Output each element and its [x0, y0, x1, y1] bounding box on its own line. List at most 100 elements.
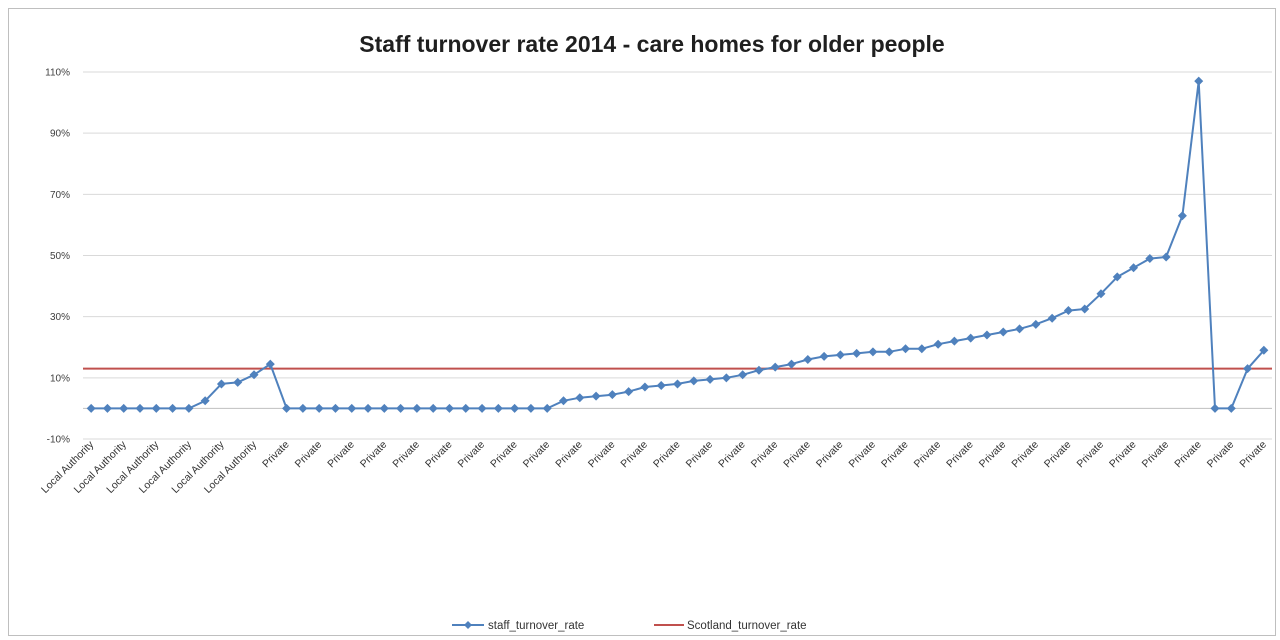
- chart-title: Staff turnover rate 2014 - care homes fo…: [359, 31, 944, 57]
- data-point: [787, 359, 797, 369]
- data-point: [803, 354, 813, 364]
- data-point: [282, 403, 292, 413]
- data-point: [444, 403, 454, 413]
- data-point: [998, 327, 1008, 337]
- data-point: [265, 359, 275, 369]
- data-point: [412, 403, 422, 413]
- data-point: [1129, 263, 1139, 273]
- data-point: [168, 403, 178, 413]
- data-point: [689, 376, 699, 386]
- data-point: [966, 333, 976, 343]
- x-tick-label: Private: [1237, 439, 1269, 471]
- x-tick-label: Private: [814, 439, 846, 471]
- x-tick-label: Private: [488, 439, 520, 471]
- data-point: [314, 403, 324, 413]
- data-point: [135, 403, 145, 413]
- y-tick-label: 10%: [50, 373, 70, 384]
- data-point: [1177, 211, 1187, 221]
- data-point: [102, 403, 112, 413]
- x-tick-label: Private: [293, 439, 325, 471]
- data-point: [933, 339, 943, 349]
- x-tick-label: Private: [1075, 439, 1107, 471]
- data-point: [1243, 364, 1253, 374]
- data-point: [86, 403, 96, 413]
- x-tick-label: Private: [1205, 439, 1237, 471]
- data-point: [721, 373, 731, 383]
- series-line-staff-turnover-rate: [91, 80, 1265, 410]
- data-point: [901, 344, 911, 354]
- y-tick-label: -10%: [47, 435, 70, 446]
- data-point: [1161, 252, 1171, 262]
- data-point: [558, 396, 568, 406]
- data-point: [249, 370, 259, 380]
- x-tick-label: Private: [423, 439, 455, 471]
- chart-frame: [8, 8, 1276, 636]
- legend-label: Scotland_turnover_rate: [687, 620, 807, 632]
- data-point: [607, 390, 617, 400]
- x-tick-label: Private: [781, 439, 813, 471]
- data-point: [868, 347, 878, 357]
- data-point: [575, 393, 585, 403]
- x-tick-label: Private: [1107, 439, 1139, 471]
- data-point: [770, 362, 780, 372]
- x-tick-label: Private: [684, 439, 716, 471]
- data-point: [477, 403, 487, 413]
- y-tick-label: 50%: [50, 251, 70, 262]
- data-point: [1259, 345, 1269, 355]
- x-tick-label: Private: [325, 439, 357, 471]
- x-tick-label: Private: [749, 439, 781, 471]
- x-tick-label: Private: [651, 439, 683, 471]
- legend: staff_turnover_rate Scotland_turnover_rat…: [452, 620, 807, 632]
- x-tick-label: Private: [716, 439, 748, 471]
- data-point: [705, 374, 715, 384]
- data-point: [119, 403, 129, 413]
- x-tick-label: Private: [390, 439, 422, 471]
- data-point: [673, 379, 682, 389]
- data-point: [656, 380, 666, 390]
- x-tick-label: Private: [846, 439, 878, 471]
- data-point: [917, 344, 927, 354]
- data-point: [298, 403, 308, 413]
- y-tick-label: 90%: [50, 129, 70, 140]
- y-tick-label: 110%: [45, 68, 70, 79]
- data-point: [542, 403, 552, 413]
- data-point: [363, 403, 373, 413]
- x-tick-label: Private: [1140, 439, 1172, 471]
- x-tick-label: Private: [553, 439, 585, 471]
- data-point: [1015, 324, 1025, 334]
- x-tick-label: Private: [1009, 439, 1041, 471]
- data-point: [754, 365, 764, 375]
- x-tick-label: Private: [260, 439, 292, 471]
- data-point: [982, 330, 992, 340]
- data-point: [1194, 76, 1204, 86]
- data-point: [624, 387, 634, 397]
- data-point: [1145, 254, 1155, 264]
- data-point: [347, 403, 357, 413]
- x-tick-label: Private: [1042, 439, 1074, 471]
- data-point: [510, 403, 520, 413]
- x-tick-label: Private: [1172, 439, 1204, 471]
- data-point: [184, 403, 194, 413]
- x-tick-label: Private: [977, 439, 1009, 471]
- data-point: [330, 403, 340, 413]
- y-tick-label: 30%: [50, 312, 70, 323]
- data-point: [1210, 403, 1220, 413]
- data-point: [233, 377, 243, 387]
- data-point: [591, 391, 601, 401]
- data-point: [1031, 319, 1041, 329]
- data-point: [461, 403, 471, 413]
- x-tick-label: Private: [618, 439, 650, 471]
- data-point: [819, 351, 829, 361]
- x-tick-label: Private: [586, 439, 618, 471]
- x-tick-label: Private: [912, 439, 944, 471]
- legend-marker: [464, 621, 472, 629]
- x-tick-label: Private: [521, 439, 553, 471]
- legend-label: staff_turnover_rate: [488, 620, 584, 632]
- data-point: [640, 382, 650, 392]
- data-point: [884, 347, 894, 357]
- y-tick-label: 70%: [50, 190, 70, 201]
- data-point: [493, 403, 503, 413]
- data-point: [1226, 403, 1236, 413]
